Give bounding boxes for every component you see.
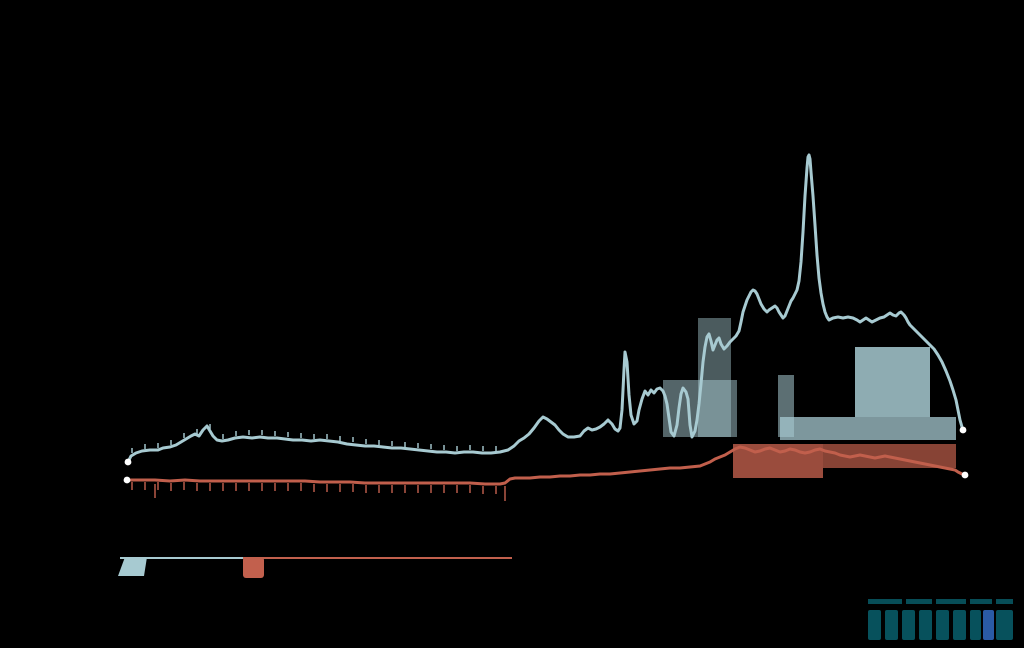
brand-logo-tagline [970,599,992,604]
brand-logo [936,610,949,640]
brand-logo-tagline [996,599,1013,604]
series-red-line [125,445,967,486]
brand-logo-tagline [936,599,966,604]
brand-logo [919,610,932,640]
legend-marker-parallelogram-icon [118,557,147,576]
brand-logo [885,610,898,640]
series-blue-start-dot [124,458,132,466]
brand-logo [970,610,981,640]
series-blue-line [126,153,965,464]
series-blue-density-block [780,417,956,440]
series-red-end-dot [961,471,969,479]
brand-logo [902,610,915,640]
brand-logo [953,610,966,640]
series-red-start-dot [123,476,131,484]
brand-logo [868,610,881,640]
brand-logo [996,610,1013,640]
series-blue-end-dot [959,426,967,434]
series-blue-density-block [855,347,930,417]
brand-logo [983,610,994,640]
legend-marker-square-icon [243,557,264,578]
series-blue-density-block [698,318,731,437]
brand-logo-tagline [906,599,932,604]
brand-logo-tagline [868,599,902,604]
